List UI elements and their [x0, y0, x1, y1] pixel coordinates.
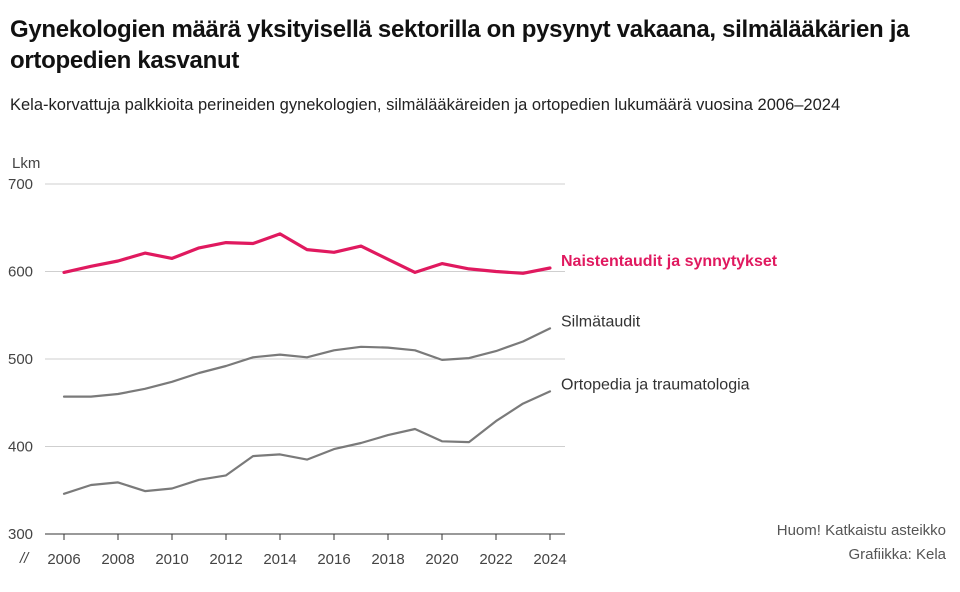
x-tick-label: 2024 [533, 551, 566, 568]
series-labels: Naistentaudit ja synnytykset Silmätaudit O… [561, 253, 778, 393]
series-line-2 [62, 390, 552, 495]
chart-subtitle: Kela-korvattuja palkkioita perineiden gy… [10, 96, 841, 114]
series-line-0 [62, 232, 552, 275]
y-tick-label: 600 [8, 264, 33, 281]
y-tick-label: 500 [8, 351, 33, 368]
y-axis-unit-label: Lkm [12, 155, 40, 172]
x-tick-label: 2006 [47, 551, 80, 568]
x-tick-label: 2018 [371, 551, 404, 568]
y-tick-label: 700 [8, 176, 33, 193]
series-lines [62, 232, 552, 495]
truncated-scale-note: Huom! Katkaistu asteikko [776, 522, 946, 539]
series-label-0: Naistentaudit ja synnytykset [561, 253, 778, 270]
y-tick-label: 400 [8, 439, 33, 456]
x-tick-label: 2016 [317, 551, 350, 568]
axes: Lkm // 300 400 500 600 700 2006 2008 2010 2012 20… [8, 155, 567, 568]
series-label-2: Ortopedia ja traumatologia [561, 376, 750, 393]
series-line-1 [62, 327, 552, 398]
graphics-credit: Grafiikka: Kela [848, 546, 946, 563]
x-tick-label: 2008 [101, 551, 134, 568]
gridlines [45, 183, 565, 535]
x-tick-label: 2012 [209, 551, 242, 568]
axis-break-symbol: // [19, 550, 30, 567]
y-tick-label: 300 [8, 526, 33, 543]
x-tick-label: 2022 [479, 551, 512, 568]
x-tick-label: 2010 [155, 551, 188, 568]
x-tick-label: 2014 [263, 551, 296, 568]
x-tick-label: 2020 [425, 551, 458, 568]
series-label-1: Silmätaudit [561, 313, 641, 330]
chart-title: Gynekologien määrä yksityisellä sektoril… [10, 16, 910, 74]
